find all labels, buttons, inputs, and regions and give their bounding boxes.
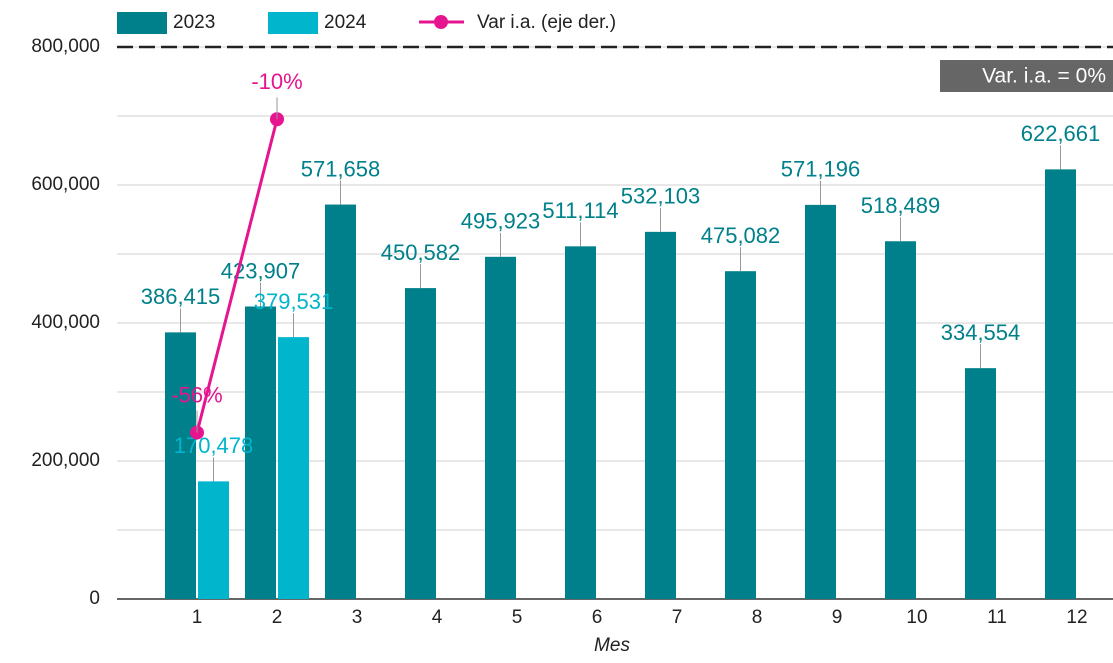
y-tick-label: 800,000 [31, 36, 100, 57]
bar [278, 337, 309, 599]
x-tick-label: 1 [192, 607, 203, 628]
value-label: 532,103 [621, 184, 701, 209]
value-label: 622,661 [1021, 121, 1101, 146]
bar [1045, 169, 1076, 600]
value-label: 170,478 [174, 433, 254, 458]
x-tick-label: 9 [832, 607, 843, 628]
bar [965, 368, 996, 599]
y-tick-label: 0 [89, 588, 100, 609]
x-tick-label: 6 [592, 607, 603, 628]
legend-label: 2024 [324, 12, 367, 33]
reference-label-box [940, 60, 1113, 92]
bar [805, 204, 836, 599]
x-tick-label: 3 [352, 607, 363, 628]
y-tick-label: 400,000 [31, 312, 100, 333]
x-tick-label: 10 [906, 607, 927, 628]
value-label: 334,554 [941, 320, 1021, 345]
bar [565, 246, 596, 599]
bar [725, 271, 756, 599]
value-label: 450,582 [381, 240, 461, 265]
value-label: 475,082 [701, 223, 781, 248]
x-axis-title: Mes [594, 635, 630, 656]
value-label: 518,489 [861, 193, 941, 218]
value-label: -10% [251, 69, 302, 94]
x-tick-label: 2 [272, 607, 283, 628]
legend-label: Var i.a. (eje der.) [477, 12, 616, 33]
reference-label: Var. i.a. = 0% [982, 65, 1106, 88]
y-tick-label: 600,000 [31, 174, 100, 195]
x-tick-label: 8 [752, 607, 763, 628]
bar [885, 241, 916, 599]
legend-label: 2023 [173, 12, 215, 33]
value-label: 571,196 [781, 157, 861, 182]
value-label: 386,415 [141, 284, 221, 309]
line-series [195, 118, 279, 433]
legend-swatch [268, 12, 318, 34]
value-label: 495,923 [461, 209, 541, 234]
bar [405, 288, 436, 599]
value-label: 511,114 [542, 198, 618, 223]
value-label: -56% [171, 382, 222, 407]
bar [325, 204, 356, 600]
value-label: 423,907 [221, 258, 301, 283]
x-tick-label: 4 [432, 607, 443, 628]
x-tick-label: 5 [512, 607, 523, 628]
value-label: 379,531 [254, 289, 334, 314]
legend-swatch [434, 15, 448, 29]
bar [645, 231, 676, 599]
x-tick-label: 11 [987, 607, 1007, 628]
x-tick-label: 12 [1066, 607, 1087, 628]
y-tick-label: 200,000 [31, 450, 100, 471]
x-tick-label: 7 [672, 607, 683, 628]
bar [245, 306, 276, 599]
legend-swatch [117, 12, 167, 34]
value-label: 571,658 [301, 156, 381, 181]
bar [485, 256, 516, 599]
bar [198, 481, 229, 599]
bar [165, 332, 196, 599]
